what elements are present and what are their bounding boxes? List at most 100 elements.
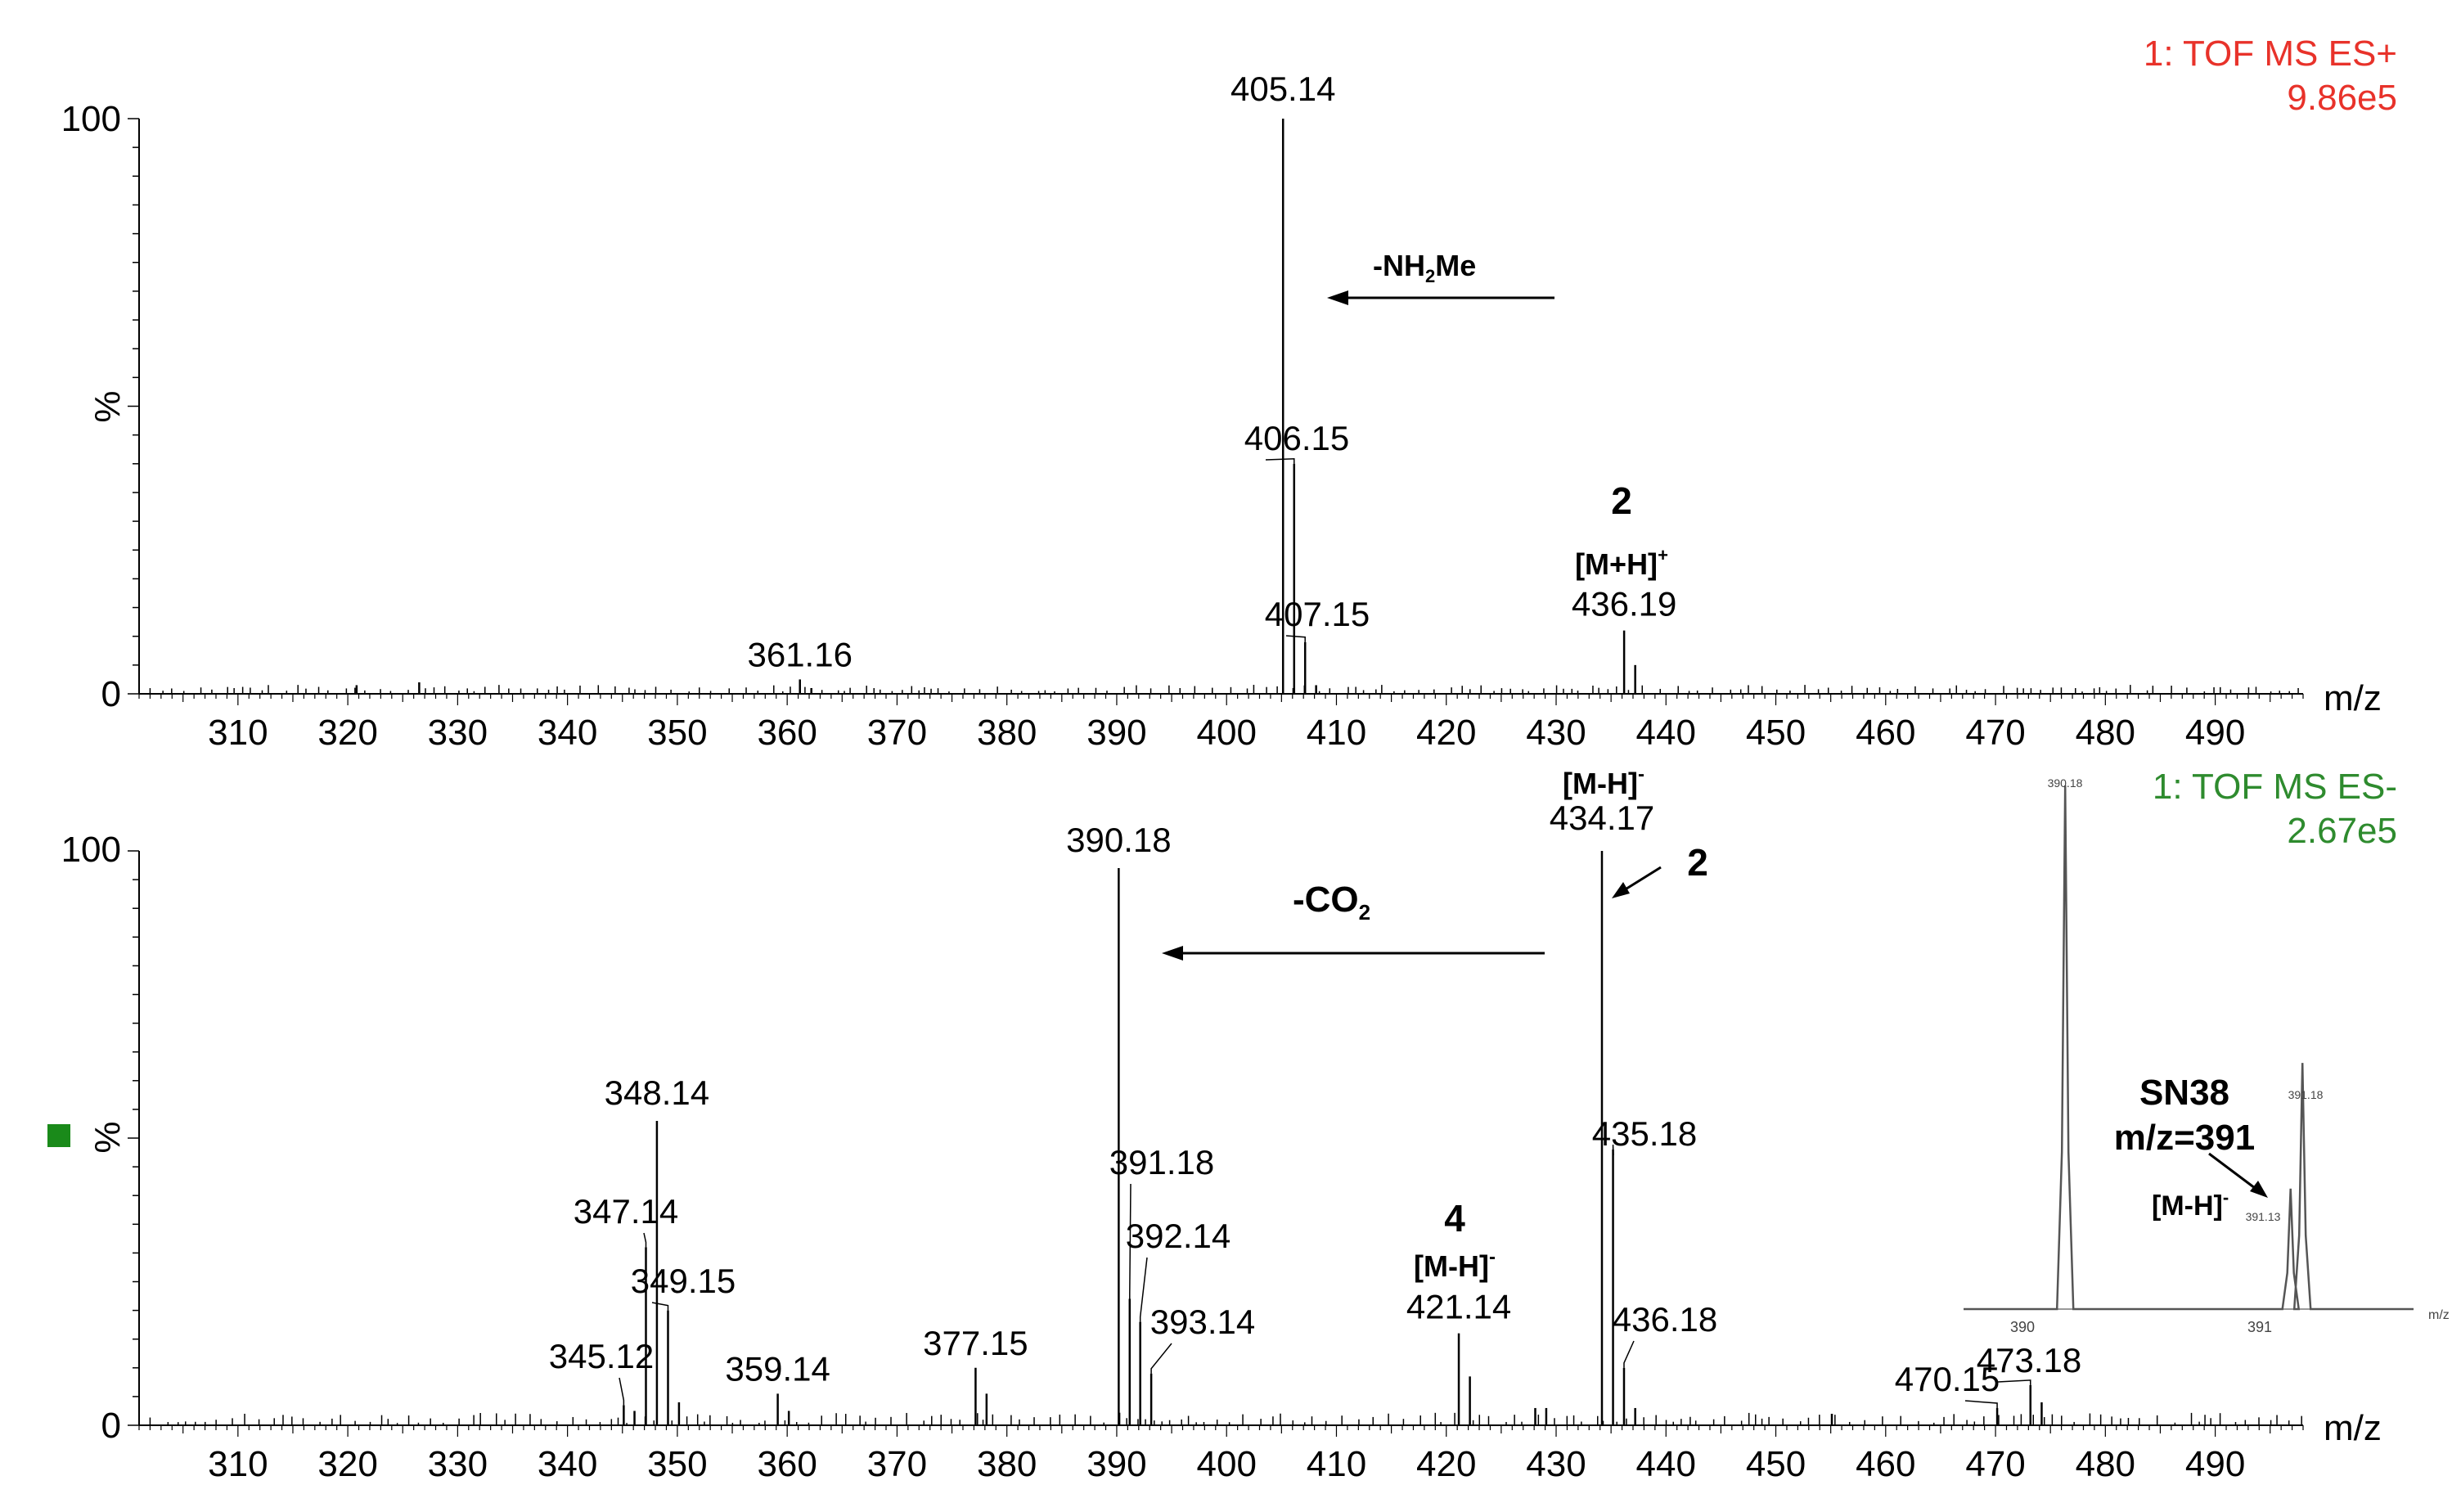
peak-label-leader <box>651 1302 669 1311</box>
isotope-inset: 390 391 m/z 390.18 391.13 391.18 SN38 m/… <box>1964 776 2450 1335</box>
peak-label: 392.14 <box>1126 1217 1230 1255</box>
peak-label: 405.14 <box>1230 70 1335 108</box>
bottom-ion-annotation-4: [M-H]- <box>1414 1246 1496 1283</box>
bottom-compound-arrow <box>1612 866 1662 898</box>
bottom-ytick-100: 100 <box>61 830 121 870</box>
bottom-mode-label: 1: TOF MS ES- <box>2153 767 2397 807</box>
x-tick-label: 430 <box>1526 713 1586 753</box>
x-tick-label: 320 <box>317 1444 377 1484</box>
peak-label: 348.14 <box>605 1073 709 1112</box>
x-tick-label: 340 <box>538 713 597 753</box>
peak-label-leader <box>1997 1379 2031 1385</box>
inset-ion-annotation: [M-H]- <box>2152 1187 2229 1222</box>
x-tick-label: 420 <box>1416 1444 1476 1484</box>
x-tick-label: 470 <box>1965 1444 2025 1484</box>
x-tick-label: 470 <box>1965 713 2025 753</box>
peak-label: 390.18 <box>1066 821 1171 859</box>
x-tick-label: 310 <box>208 1444 268 1484</box>
inset-peak-label-391-13: 391.13 <box>2246 1210 2281 1223</box>
peak-label-leader <box>1129 1183 1132 1299</box>
peak-label: 436.18 <box>1613 1300 1717 1339</box>
peak-label-leader <box>1623 1340 1635 1368</box>
peak-label: 435.18 <box>1592 1114 1697 1153</box>
bottom-compound-id-4: 4 <box>1444 1197 1465 1240</box>
top-axes: 310 320 330 340 350 360 370 380 390 400 410 420 430 4… <box>128 118 2304 753</box>
inset-x-axis-label: m/z <box>2428 1308 2450 1322</box>
x-tick-label: 360 <box>757 1444 817 1484</box>
top-loss-annotation: -NH2Me <box>1373 249 1476 286</box>
peak-label: 393.14 <box>1150 1303 1255 1341</box>
peak-label-leader <box>1150 1343 1172 1374</box>
top-ytick-0: 0 <box>101 674 121 714</box>
bottom-loss-arrow <box>1162 946 1545 961</box>
x-tick-label: 320 <box>317 713 377 753</box>
x-tick-label: 450 <box>1746 1444 1806 1484</box>
x-tick-label: 410 <box>1307 713 1366 753</box>
bottom-x-axis-label: m/z <box>2324 1408 2382 1448</box>
x-tick-label: 410 <box>1307 1444 1366 1484</box>
x-tick-label: 440 <box>1636 713 1696 753</box>
x-tick-label: 440 <box>1636 1444 1696 1484</box>
inset-xtick-390: 390 <box>2010 1319 2035 1335</box>
top-ytick-100: 100 <box>61 99 121 139</box>
bottom-axes: 310 320 330 340 350 360 370 380 390 400 410 420 430 4… <box>128 850 2304 1484</box>
bottom-compound-id-main: 2 <box>1687 841 1708 884</box>
bottom-intensity-label: 2.67e5 <box>2287 811 2397 851</box>
bottom-y-axis-label: % <box>88 1121 128 1153</box>
bottom-peak-labels: 434.17 390.18 348.14 435.18 347.14 391.18 349.… <box>549 799 2081 1408</box>
inset-peak-label-391-18: 391.18 <box>2288 1088 2324 1101</box>
x-tick-label: 350 <box>647 1444 707 1484</box>
peak-label: 361.16 <box>747 635 852 673</box>
peak-label: 470.15 <box>1895 1360 2000 1398</box>
x-tick-label: 420 <box>1416 713 1476 753</box>
x-tick-label: 310 <box>208 713 268 753</box>
inset-title-line1: SN38 <box>2139 1073 2229 1113</box>
peak-label: 406.15 <box>1244 419 1349 457</box>
peak-label-leader <box>1265 458 1295 464</box>
x-tick-label: 330 <box>428 1444 488 1484</box>
x-tick-label: 330 <box>428 713 488 753</box>
top-compound-id: 2 <box>1611 479 1632 522</box>
top-x-axis-label: m/z <box>2324 678 2382 718</box>
x-tick-label: 370 <box>867 713 927 753</box>
top-intensity-label: 9.86e5 <box>2287 78 2397 118</box>
peak-label-leader <box>1285 635 1306 642</box>
x-tick-label: 380 <box>977 1444 1037 1484</box>
x-tick-label: 400 <box>1197 713 1257 753</box>
bottom-ytick-0: 0 <box>101 1406 121 1446</box>
top-spectrum-panel: 1: TOF MS ES+ 9.86e5 100 0 % m/z 310 320 3… <box>61 34 2397 753</box>
top-peaks <box>149 119 2299 694</box>
peak-label: 345.12 <box>549 1337 654 1375</box>
peak-label: 347.14 <box>574 1192 678 1231</box>
top-loss-arrow <box>1327 290 1554 305</box>
legend-marker <box>47 1124 70 1147</box>
top-ion-annotation: [M+H]+ <box>1575 545 1668 581</box>
peak-label: 436.19 <box>1572 585 1676 623</box>
peak-label: 349.15 <box>631 1262 736 1300</box>
peak-label: 421.14 <box>1406 1288 1511 1326</box>
x-tick-label: 400 <box>1197 1444 1257 1484</box>
bottom-loss-annotation: -CO2 <box>1293 880 1370 925</box>
inset-title-line2: m/z=391 <box>2114 1118 2255 1158</box>
top-mode-label: 1: TOF MS ES+ <box>2144 34 2397 74</box>
inset-xtick-391: 391 <box>2247 1319 2272 1335</box>
peak-label: 407.15 <box>1265 595 1370 633</box>
x-tick-label: 490 <box>2185 713 2245 753</box>
peak-label-leader <box>619 1377 625 1406</box>
x-tick-label: 350 <box>647 713 707 753</box>
x-tick-label: 480 <box>2076 713 2135 753</box>
peak-label: 473.18 <box>1977 1341 2081 1379</box>
x-tick-label: 340 <box>538 1444 597 1484</box>
x-tick-label: 450 <box>1746 713 1806 753</box>
top-peak-labels: 405.14 406.15 407.15 436.19 361.16 <box>747 70 1676 673</box>
bottom-ion-annotation-main: [M-H]- <box>1563 763 1644 800</box>
x-tick-label: 460 <box>1856 1444 1915 1484</box>
peak-label-leader <box>1964 1400 1998 1408</box>
x-tick-label: 380 <box>977 713 1037 753</box>
x-tick-label: 430 <box>1526 1444 1586 1484</box>
peak-label: 434.17 <box>1550 799 1654 837</box>
inset-trace <box>1964 785 2414 1311</box>
x-tick-label: 370 <box>867 1444 927 1484</box>
peak-label-leader <box>1139 1257 1148 1322</box>
